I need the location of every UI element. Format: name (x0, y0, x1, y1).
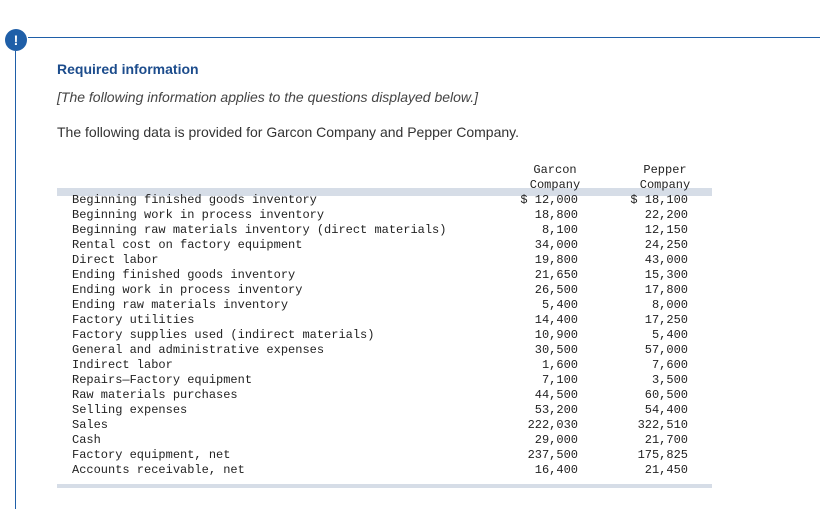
cell-value: 12,150 (644, 223, 688, 237)
note: [The following information applies to th… (57, 89, 479, 105)
cell-value: 3,500 (651, 373, 688, 387)
cell-value: 22,200 (644, 208, 688, 222)
cell-value: 1,600 (541, 358, 578, 372)
row-label: Accounts receivable, net (72, 463, 245, 477)
intro: The following data is provided for Garco… (57, 124, 519, 140)
table-band (57, 188, 712, 196)
cell-value: 57,000 (644, 343, 688, 357)
column-header: Pepper Company (639, 163, 691, 192)
cell-value: 30,500 (534, 343, 578, 357)
row-label: Indirect labor (72, 358, 173, 372)
row-label: Beginning work in process inventory (72, 208, 325, 222)
row-label: Beginning finished goods inventory (72, 193, 317, 207)
cell-value: 16,400 (534, 463, 578, 477)
row-label: Rental cost on factory equipment (72, 238, 303, 252)
cell-value: $ 18,100 (630, 193, 688, 207)
cell-value: 53,200 (534, 403, 578, 417)
cell-value: 43,000 (644, 253, 688, 267)
cell-value: 17,250 (644, 313, 688, 327)
cell-value: $ 12,000 (520, 193, 578, 207)
cell-value: 34,000 (534, 238, 578, 252)
cell-value: 15,300 (644, 268, 688, 282)
divider (28, 37, 820, 38)
row-label: Raw materials purchases (72, 388, 238, 402)
alert-icon: ! (5, 29, 27, 51)
cell-value: 21,650 (534, 268, 578, 282)
row-label: Factory equipment, net (72, 448, 231, 462)
cell-value: 8,100 (541, 223, 578, 237)
cell-value: 5,400 (651, 328, 688, 342)
row-label: Beginning raw materials inventory (direc… (72, 223, 447, 237)
title: Required information (57, 61, 199, 77)
cell-value: 322,510 (637, 418, 688, 432)
cell-value: 26,500 (534, 283, 578, 297)
divider (15, 51, 16, 509)
row-label: Direct labor (72, 253, 159, 267)
cell-value: 7,100 (541, 373, 578, 387)
cell-value: 54,400 (644, 403, 688, 417)
column-header: Garcon Company (529, 163, 581, 192)
row-label: Ending finished goods inventory (72, 268, 296, 282)
cell-value: 21,700 (644, 433, 688, 447)
cell-value: 60,500 (644, 388, 688, 402)
cell-value: 222,030 (527, 418, 578, 432)
cell-value: 14,400 (534, 313, 578, 327)
cell-value: 10,900 (534, 328, 578, 342)
cell-value: 7,600 (651, 358, 688, 372)
row-label: Sales (72, 418, 109, 432)
row-label: Factory utilities (72, 313, 195, 327)
row-label: Factory supplies used (indirect material… (72, 328, 375, 342)
cell-value: 18,800 (534, 208, 578, 222)
cell-value: 44,500 (534, 388, 578, 402)
row-label: Repairs—Factory equipment (72, 373, 253, 387)
cell-value: 5,400 (541, 298, 578, 312)
cell-value: 175,825 (637, 448, 688, 462)
row-label: Ending raw materials inventory (72, 298, 289, 312)
row-label: Cash (72, 433, 101, 447)
cell-value: 237,500 (527, 448, 578, 462)
cell-value: 19,800 (534, 253, 578, 267)
row-label: Ending work in process inventory (72, 283, 303, 297)
row-label: General and administrative expenses (72, 343, 325, 357)
cell-value: 29,000 (534, 433, 578, 447)
cell-value: 24,250 (644, 238, 688, 252)
row-label: Selling expenses (72, 403, 188, 417)
cell-value: 17,800 (644, 283, 688, 297)
table-band (57, 484, 712, 488)
cell-value: 21,450 (644, 463, 688, 477)
cell-value: 8,000 (651, 298, 688, 312)
